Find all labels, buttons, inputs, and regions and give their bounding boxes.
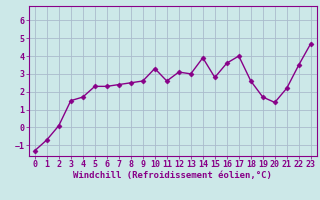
X-axis label: Windchill (Refroidissement éolien,°C): Windchill (Refroidissement éolien,°C)	[73, 171, 272, 180]
